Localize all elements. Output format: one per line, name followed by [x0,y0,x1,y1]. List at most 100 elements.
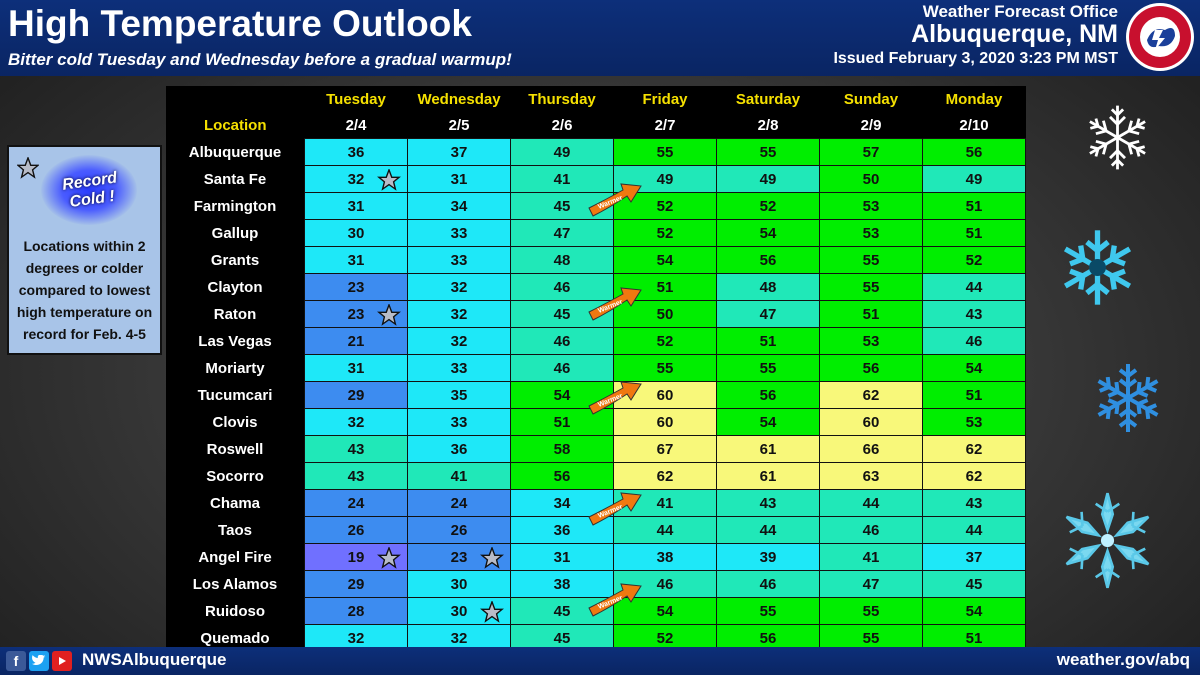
temperature-value: 55 [862,629,880,647]
website-link[interactable]: weather.gov/abq [1056,650,1190,669]
temperature-value: 54 [759,413,777,431]
header-bar: High Temperature Outlook Bitter cold Tue… [0,0,1200,76]
temperature-cell: 46 [510,354,614,382]
snowflake-icon [1059,492,1156,590]
temperature-cell: 31 [510,543,614,571]
temperature-cell: 32 [407,327,511,355]
temperature-cell: 61 [716,435,820,463]
temperature-cell: 52 [613,327,717,355]
temperature-cell: 43 [922,300,1026,328]
temperature-value: 52 [759,197,777,215]
warmer-arrow: Warmer [588,183,642,217]
temperature-cell: 21 [304,327,408,355]
temperature-value: 49 [553,143,571,161]
temperature-value: 46 [553,278,571,296]
temperature-value: 56 [759,251,777,269]
temperature-cell: 53 [819,327,923,355]
temperature-cell: 51 [716,327,820,355]
temperature-value: 51 [965,629,983,647]
location-name: Raton [166,300,305,328]
temperature-cell: 49 [922,165,1026,193]
record-cold-legend: Record Cold ! Locations within 2 degrees… [7,145,162,355]
twitter-icon[interactable] [29,651,49,671]
temperature-cell: 48 [510,246,614,274]
temperature-cell: 53 [922,408,1026,436]
date-header-row: Location 2/4 2/5 2/6 2/7 2/8 2/9 2/10 [166,112,1026,139]
temperature-value: 51 [759,332,777,350]
temperature-value: 46 [862,521,880,539]
temperature-value: 63 [862,467,880,485]
temperature-cell: 56 [716,381,820,409]
temperature-value: 58 [553,440,571,458]
temperature-value: 47 [862,575,880,593]
temperature-value: 54 [656,251,674,269]
temperature-value: 32 [450,332,468,350]
social-handle[interactable]: NWSAlbuquerque [82,650,227,669]
temperature-cell: 67 [613,435,717,463]
temperature-value: 26 [347,521,365,539]
temperature-value: 33 [450,413,468,431]
temperature-cell: 51 [819,300,923,328]
facebook-icon[interactable]: f [6,651,26,671]
temperature-value: 46 [759,575,777,593]
temperature-value: 46 [553,359,571,377]
temperature-cell: 31 [407,165,511,193]
temperature-cell: 31 [304,246,408,274]
table-row: Clovis 32 33 51 60 54 60 53 [166,408,1026,436]
location-name: Albuquerque [166,138,305,166]
temperature-value: 36 [553,521,571,539]
temperature-value: 45 [553,629,571,647]
location-name: Grants [166,246,305,274]
location-name: Taos [166,516,305,544]
warmer-arrow: Warmer [588,381,642,415]
temperature-value: 37 [450,143,468,161]
location-name: Chama [166,489,305,517]
temperature-value: 21 [347,332,365,350]
temperature-value: 61 [759,440,777,458]
temperature-cell: 47 [510,219,614,247]
temperature-value: 45 [553,602,571,620]
temperature-cell: 28 [304,597,408,625]
page-title: High Temperature Outlook [8,3,472,44]
temperature-value: 47 [553,224,571,242]
star-icon [480,545,504,573]
office-label: Weather Forecast Office [922,2,1118,21]
temperature-value: 36 [450,440,468,458]
day-name: Tuesday [304,86,408,112]
temperature-cell: 23 [304,300,408,328]
temperature-cell: 36 [407,435,511,463]
temperature-value: 41 [553,170,571,188]
legend-description: Locations within 2 degrees or colder com… [16,238,153,342]
youtube-icon[interactable] [52,651,72,671]
temperature-value: 32 [347,629,365,647]
temperature-cell: 55 [716,354,820,382]
temperature-value: 44 [759,521,777,539]
temperature-value: 43 [759,494,777,512]
temperature-value: 45 [965,575,983,593]
temperature-value: 54 [965,359,983,377]
temperature-value: 66 [862,440,880,458]
temperature-cell: 44 [922,273,1026,301]
temperature-value: 31 [347,197,365,215]
table-row: Farmington 31 34 45 52 52 53 51 [166,192,1026,220]
location-name: Angel Fire [166,543,305,571]
footer-bar: f NWSAlbuquerque weather.gov/abq [0,647,1200,675]
temperature-value: 49 [759,170,777,188]
location-name: Gallup [166,219,305,247]
day-name: Thursday [510,86,614,112]
star-icon [377,545,401,573]
table-row: Taos 26 26 36 44 44 46 44 [166,516,1026,544]
star-icon [480,599,504,627]
table-row: Moriarty 31 33 46 55 55 56 54 [166,354,1026,382]
temperature-value: 54 [553,386,571,404]
temperature-value: 38 [553,575,571,593]
temperature-cell: 45 [922,570,1026,598]
temperature-value: 53 [862,197,880,215]
temperature-value: 46 [965,332,983,350]
temperature-cell: 56 [922,138,1026,166]
temperature-cell: 54 [716,219,820,247]
temperature-value: 33 [450,251,468,269]
temperature-cell: 46 [922,327,1026,355]
temperature-value: 51 [965,197,983,215]
social-icons: f [6,651,72,671]
